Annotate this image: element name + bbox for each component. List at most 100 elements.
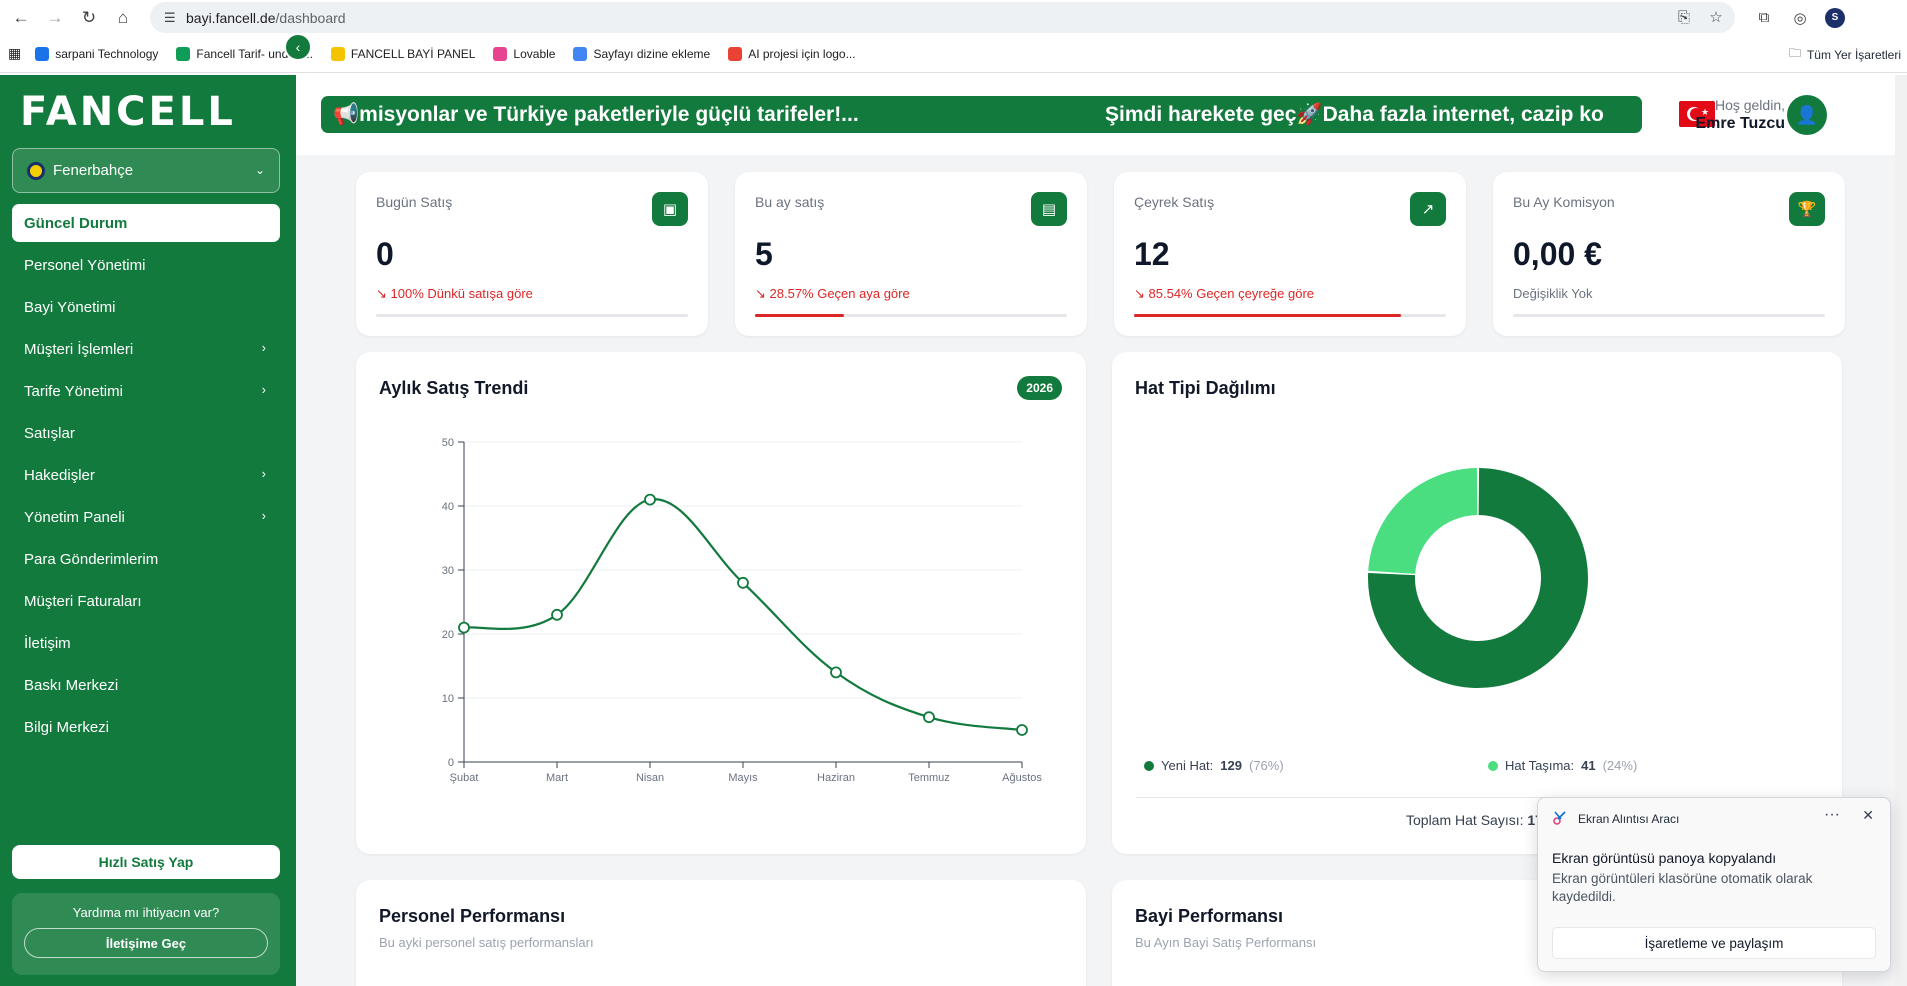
line-chart: 0 10 20 30 40 50 Şubat Mart Nisan Mayıs Haziran Tem… <box>442 437 1043 784</box>
y-tick-label: 20 <box>442 629 454 641</box>
bookmark-favicon-icon <box>573 46 588 61</box>
install-app-icon[interactable]: ⎘ <box>1677 8 1690 26</box>
profile-icon[interactable]: S <box>1825 7 1845 28</box>
trophy-icon: 🏆 <box>1789 192 1825 226</box>
chevron-down-icon: ⌄ <box>254 163 265 177</box>
extensions-icon[interactable]: ⧉ <box>1758 9 1770 26</box>
personel-subtitle: Bu ayki personel satış performansları <box>379 935 594 950</box>
bookmark-item[interactable]: Fancell Tarif- und Pr... <box>176 46 313 61</box>
team-label: Fenerbahçe <box>53 162 134 179</box>
bookmark-favicon-icon <box>493 46 508 61</box>
legend-new-line: Yeni Hat: 129 (76%) <box>1144 758 1284 773</box>
sidebar-item[interactable]: Satışlar <box>24 424 75 442</box>
stat-change: ↘ 85.54% Geçen çeyreğe göre <box>1134 286 1315 301</box>
home-icon[interactable]: ⌂ <box>117 7 129 27</box>
close-icon[interactable]: ✕ <box>1862 807 1874 823</box>
chevron-right-icon: › <box>261 466 266 481</box>
year-badge[interactable]: 2026 <box>1017 376 1062 400</box>
sidebar-item[interactable]: Bilgi Merkezi <box>24 718 110 736</box>
chevron-right-icon: › <box>261 340 266 355</box>
data-point <box>923 711 935 724</box>
stat-value: 0,00 € <box>1513 236 1602 272</box>
page-scrollbar[interactable] <box>1895 75 1907 986</box>
user-name: Emre Tuzcu <box>1695 115 1786 132</box>
bookmark-item[interactable]: FANCELL BAYİ PANEL <box>330 46 475 61</box>
sidebar-item[interactable]: Tarife Yönetimi › <box>24 382 266 400</box>
trend-title: Aylık Satış Trendi <box>379 378 529 398</box>
x-tick-label: Temmuz <box>908 772 950 784</box>
chevron-right-icon: › <box>261 508 266 523</box>
bayi-title: Bayi Performansı <box>1135 906 1284 926</box>
donut-slice[interactable] <box>1368 468 1588 688</box>
bookmark-item[interactable]: Sayfayı dizine ekleme <box>573 46 710 61</box>
legend-port-line: Hat Taşıma: 41 (24%) <box>1488 758 1637 773</box>
sidebar-item[interactable]: Hakedişler › <box>24 466 266 484</box>
divider <box>1136 797 1818 798</box>
contact-button[interactable]: İletişime Geç <box>24 928 268 958</box>
stat-change: ↘ 100% Dünkü satışa göre <box>376 286 533 301</box>
y-tick-label: 30 <box>442 565 454 577</box>
bookmark-favicon-icon <box>330 46 345 61</box>
back-icon[interactable]: ← <box>12 7 30 27</box>
stat-change: ↘ 28.57% Geçen aya göre <box>755 286 910 301</box>
y-tick-label: 40 <box>442 501 454 513</box>
donut-chart <box>1368 468 1588 688</box>
stat-value: 12 <box>1134 236 1170 272</box>
data-point <box>737 576 749 589</box>
snipping-tool-notification[interactable]: Ekran Alıntısı Aracı ··· ✕ Ekran görüntü… <box>1537 797 1891 972</box>
donut-slice[interactable] <box>1368 468 1478 574</box>
bookmark-star-icon[interactable]: ☆ <box>1709 9 1723 26</box>
sidebar-item[interactable]: İletişim <box>24 634 71 652</box>
address-bar[interactable]: ☰ bayi.fancell.de/dashboard ⎘ ☆ <box>150 2 1735 33</box>
data-point <box>551 608 563 621</box>
quick-sale-button[interactable]: Hızlı Satış Yap <box>12 845 280 879</box>
stat-progress <box>755 314 1067 317</box>
stat-value: 0 <box>376 236 394 272</box>
collapse-sidebar-button[interactable]: ‹ <box>284 33 312 61</box>
apps-grid-icon[interactable]: ▦ <box>8 45 22 61</box>
bookmark-item[interactable]: sarpani Technology <box>35 46 158 61</box>
sidebar-item[interactable]: Bayi Yönetimi <box>24 298 116 316</box>
sidebar-item[interactable]: Baskı Merkezi <box>24 676 119 694</box>
sidebar-item[interactable]: Müşteri İşlemleri › <box>24 340 266 358</box>
reload-icon[interactable]: ↻ <box>81 7 97 27</box>
x-tick-label: Haziran <box>817 772 855 784</box>
data-point <box>830 666 842 679</box>
bookmark-favicon-icon <box>176 46 191 61</box>
avatar[interactable]: 👤 <box>1787 95 1827 135</box>
monthly-trend-card: Aylık Satış Trendi 2026 0 10 20 30 40 50 Şubat… <box>356 352 1086 854</box>
legend-dot <box>1488 760 1498 771</box>
y-tick-label: 10 <box>442 693 454 705</box>
sidebar-item[interactable]: Para Gönderimlerim <box>24 550 159 568</box>
sidebar-item[interactable]: Müşteri Faturaları <box>24 592 142 610</box>
team-selector[interactable]: Fenerbahçe ⌄ <box>12 148 280 193</box>
sidebar-item[interactable]: Personel Yönetimi <box>24 256 146 274</box>
trending-up-icon: ↗ <box>1410 192 1446 226</box>
sidebar-item[interactable]: Güncel Durum <box>12 204 280 242</box>
bookmark-favicon-icon <box>728 46 743 61</box>
stat-value: 5 <box>755 236 773 272</box>
sidebar-menu: Güncel Durum Personel Yönetimi Bayi Yöneti… <box>12 204 280 750</box>
stat-card: Bugün Satış ▣ 0 ↘ 100% Dünkü satışa göre <box>356 172 708 336</box>
pie-title: Hat Tipi Dağılımı <box>1135 378 1276 398</box>
stat-label: Çeyrek Satış <box>1134 194 1215 210</box>
welcome-block: Hoş geldin, Emre Tuzcu <box>1696 97 1786 133</box>
series-line <box>463 498 1023 732</box>
bookmark-item[interactable]: Lovable <box>493 46 555 61</box>
markup-share-button[interactable]: İşaretleme ve paylaşım <box>1552 927 1876 959</box>
site-info-icon[interactable]: ☰ <box>164 9 176 25</box>
more-options-icon[interactable]: ··· <box>1824 806 1840 823</box>
forward-icon[interactable]: → <box>46 7 64 27</box>
x-tick-label: Nisan <box>636 772 664 784</box>
legend-dot <box>1144 760 1154 771</box>
x-tick-label: Ağustos <box>1002 772 1042 784</box>
all-bookmarks[interactable]: 🗀 Tüm Yer İşaretleri <box>1789 44 1901 65</box>
extension-icon[interactable]: ◎ <box>1793 9 1807 27</box>
y-tick-label: 50 <box>442 437 454 449</box>
stat-label: Bugün Satış <box>376 194 453 210</box>
stat-progress <box>376 314 688 317</box>
sidebar-item[interactable]: Yönetim Paneli › <box>24 508 266 526</box>
bookmark-item[interactable]: AI projesi için logo... <box>728 46 856 61</box>
turkey-flag-icon[interactable]: ★ <box>1679 101 1715 127</box>
sidebar: FANCELL Fenerbahçe ⌄ Güncel Durum Persone… <box>0 75 296 986</box>
